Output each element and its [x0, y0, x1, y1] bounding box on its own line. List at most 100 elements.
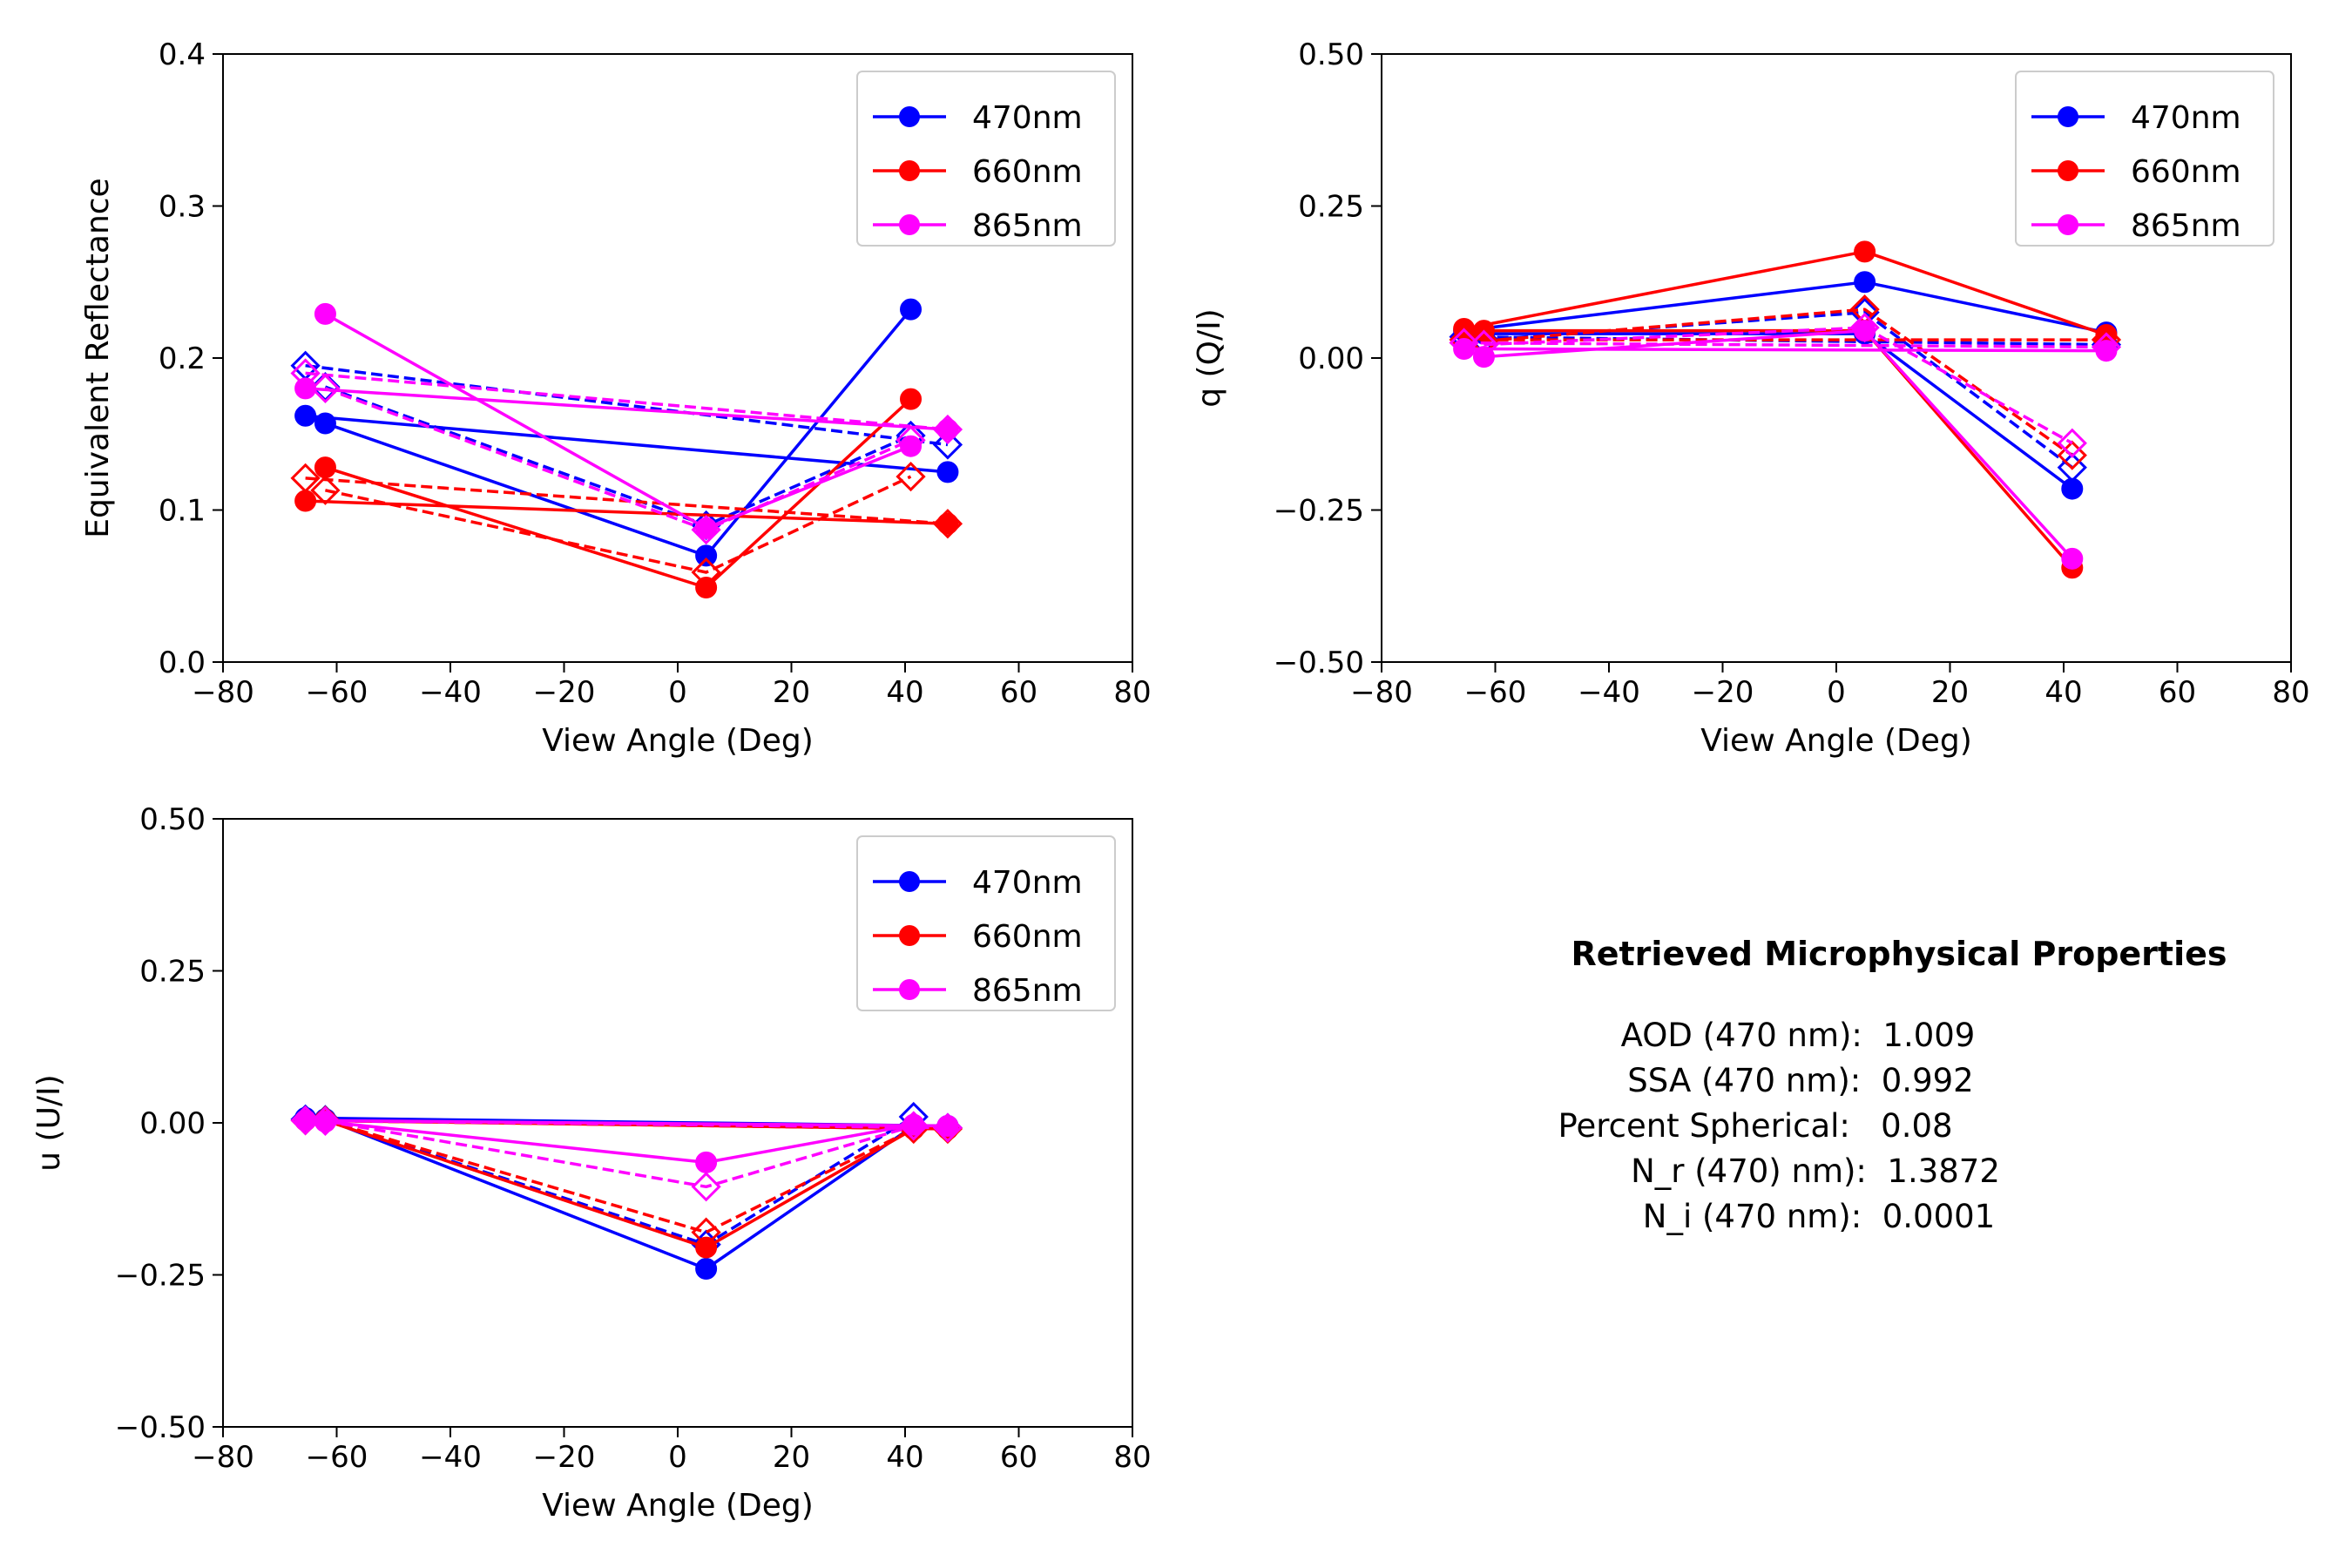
series-865nm-dashed [290, 358, 963, 545]
legend-swatch-marker [899, 214, 920, 235]
data-point [1449, 328, 1479, 358]
legend-label-470nm: 470nm [972, 865, 1083, 901]
y-tick-label-neg0p25: −0.25 [115, 1259, 206, 1294]
legend-swatch-marker [899, 106, 920, 127]
data-point [2091, 332, 2122, 362]
data-point [936, 461, 959, 483]
y-tick-label-0p25: 0.25 [1298, 190, 1364, 225]
x-tick-label--20: −20 [533, 1440, 596, 1475]
data-point [294, 490, 317, 512]
series-line [1484, 308, 2073, 457]
y-tick-label-0p2: 0.2 [159, 341, 206, 376]
data-point [932, 429, 963, 460]
data-point [695, 576, 718, 598]
x-tick-label-80: 80 [2272, 675, 2309, 710]
data-point [2057, 440, 2087, 470]
data-point [896, 461, 926, 492]
legend-swatch-marker [899, 871, 920, 892]
data-point [695, 1258, 718, 1281]
data-point [898, 1111, 929, 1141]
series-line [325, 1119, 915, 1189]
x-tick-label-0: 0 [668, 1440, 687, 1475]
data-point [1854, 271, 1876, 294]
x-tick-label--80: −80 [192, 1440, 254, 1475]
x-tick-label-40: 40 [2044, 675, 2082, 710]
properties-title: Retrieved Microphysical Properties [1571, 935, 2227, 973]
data-point [932, 1112, 963, 1143]
property-n-r: N_r (470) nm): 1.3872 [1631, 1152, 2000, 1190]
x-tick-label--80: −80 [1350, 675, 1413, 710]
y-tick-label-neg0p5: −0.50 [115, 1410, 206, 1445]
data-point [2057, 452, 2087, 483]
series-line [324, 387, 912, 531]
x-tick-label--40: −40 [419, 675, 482, 710]
x-tick-label--40: −40 [419, 1440, 482, 1475]
data-point [294, 377, 317, 400]
legend-swatch-marker [899, 925, 920, 946]
data-point [290, 358, 321, 389]
y-tick-label-0p25: 0.25 [139, 955, 206, 990]
y-axis-label: u (U/I) [31, 1074, 67, 1171]
chart-equivalent-reflectance: −80 −60 −40 −20 0 20 40 60 80 0.0 0.1 0.2 0.3 0.4 View… [80, 37, 1152, 759]
y-axis-label: Equivalent Reflectance [80, 178, 116, 537]
series-line [305, 387, 949, 431]
property-n-i: N_i (470 nm): 0.0001 [1643, 1198, 1995, 1235]
data-point [2057, 428, 2087, 458]
data-point [691, 515, 721, 545]
x-tick-label--60: −60 [306, 1440, 368, 1475]
data-point [900, 388, 923, 410]
x-tick-label--60: −60 [306, 675, 368, 710]
y-tick-label-0p5: 0.50 [1298, 37, 1364, 72]
data-point [691, 557, 721, 588]
x-axis-label: View Angle (Deg) [542, 723, 814, 759]
y-tick-label-0: 0.0 [159, 645, 206, 680]
legend-swatch-marker [2058, 214, 2078, 235]
data-point [691, 1172, 721, 1202]
chart-u-polarization: −80 −60 −40 −20 0 20 40 60 80 −0.50 −0.25 0.00 0.25 0… [31, 802, 1152, 1524]
x-tick-label-60: 60 [2159, 675, 2196, 710]
legend-swatch-marker [2058, 160, 2078, 181]
legend-label-660nm: 660nm [972, 919, 1083, 955]
x-tick-label-20: 20 [773, 1440, 810, 1475]
data-point [896, 425, 926, 456]
legend: 470nm 660nm 865nm [856, 835, 1116, 1011]
legend-label-470nm: 470nm [972, 100, 1083, 136]
y-tick-label-neg0p25: −0.25 [1274, 494, 1364, 529]
data-point [2095, 340, 2118, 362]
properties-panel: Retrieved Microphysical Properties AOD (… [1558, 935, 2227, 1235]
chart-q-polarization: −80 −60 −40 −20 0 20 40 60 80 −0.50 −0.25 0.00 0.25 0… [1192, 37, 2310, 759]
y-tick-label-0p5: 0.50 [139, 802, 206, 837]
data-point [294, 404, 317, 427]
x-tick-label--20: −20 [533, 675, 596, 710]
data-point [310, 1105, 341, 1137]
data-point [314, 302, 336, 325]
legend-box [856, 71, 1116, 247]
series-line [1463, 347, 2106, 353]
legend-label-865nm: 865nm [972, 973, 1083, 1009]
series-line [325, 475, 912, 574]
legend-swatch-marker [2058, 106, 2078, 127]
data-point [1849, 312, 1880, 343]
x-tick-label-20: 20 [773, 675, 810, 710]
data-point [1469, 329, 1499, 360]
x-tick-label-60: 60 [1000, 675, 1037, 710]
x-tick-label-80: 80 [1113, 1440, 1151, 1475]
x-tick-label--80: −80 [192, 675, 254, 710]
y-tick-label-0: 0.00 [1298, 341, 1364, 376]
x-tick-label-60: 60 [1000, 1440, 1037, 1475]
x-tick-label-0: 0 [668, 675, 687, 710]
legend-label-865nm: 865nm [972, 208, 1083, 244]
property-ssa: SSA (470 nm): 0.992 [1627, 1062, 1973, 1099]
data-point [695, 1236, 718, 1259]
series-line [1484, 310, 2073, 470]
data-point [314, 456, 336, 479]
data-point [314, 412, 336, 435]
series-line [305, 499, 948, 525]
legend-swatch-marker [899, 979, 920, 1000]
series-660nm-dashed [290, 461, 963, 588]
series-line [1484, 326, 2073, 445]
data-point [290, 1105, 321, 1136]
series-line [324, 1119, 915, 1234]
data-point [2061, 547, 2084, 570]
